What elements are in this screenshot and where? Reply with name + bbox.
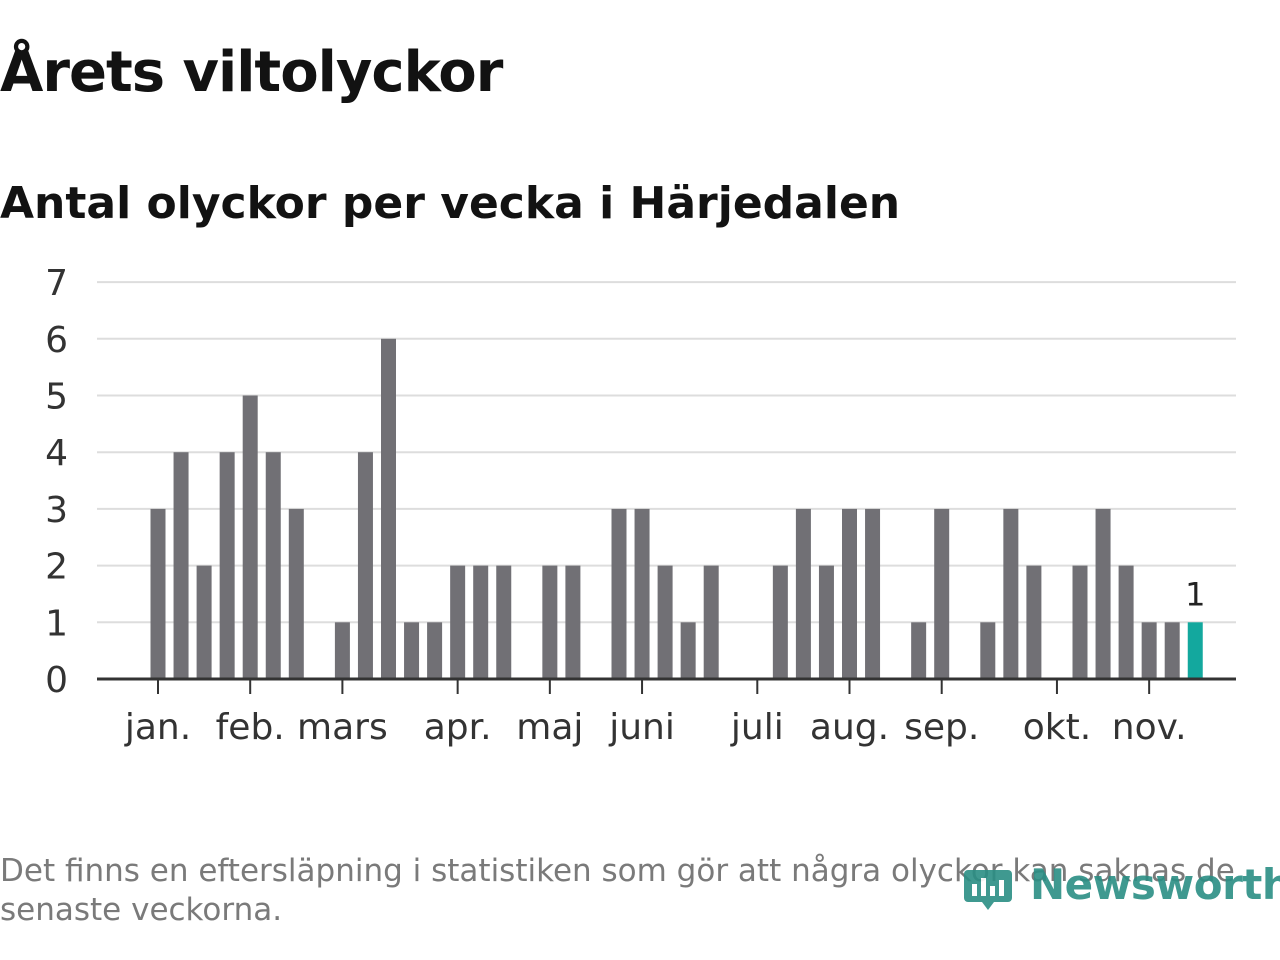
bar	[473, 565, 489, 679]
highlight-bar	[1187, 622, 1203, 679]
bar	[150, 508, 166, 679]
bar	[1118, 565, 1134, 679]
x-tick-label: mars	[297, 707, 388, 748]
bar	[657, 565, 673, 679]
footnote: Det finns en eftersläpning i statistiken…	[0, 853, 1235, 928]
bar	[1141, 622, 1157, 679]
bar	[1164, 622, 1180, 679]
bar	[173, 452, 189, 679]
chart-title: Årets viltolyckor	[0, 40, 503, 105]
bar	[357, 452, 373, 679]
bar	[842, 508, 857, 679]
bar	[611, 508, 627, 679]
bar	[242, 395, 258, 679]
bar	[634, 508, 650, 679]
y-tick-label: 1	[45, 603, 68, 644]
y-tick-label: 7	[45, 263, 68, 304]
x-tick-label: apr.	[424, 707, 492, 748]
x-tick-label: maj	[516, 707, 583, 748]
bar	[219, 452, 235, 679]
newsworthy-logo: Newsworthy	[962, 858, 1280, 910]
x-tick-label: aug.	[810, 707, 889, 748]
bar	[703, 565, 719, 679]
x-tick-label: feb.	[216, 707, 285, 748]
bar-chart: 1 0 1 2 3 4 5 6 7 jan. feb. mars apr. maj juni juli aug…	[45, 263, 1236, 748]
bar	[265, 452, 281, 679]
bar	[934, 508, 950, 679]
y-tick-label: 2	[45, 547, 68, 588]
bar	[772, 565, 788, 679]
bar	[1003, 508, 1019, 679]
x-tick-label: juni	[608, 707, 675, 748]
y-tick-label: 4	[45, 433, 68, 474]
y-tick-label: 6	[45, 320, 68, 361]
bar	[542, 565, 558, 679]
bar	[1095, 508, 1111, 679]
bar	[911, 622, 927, 679]
bar	[795, 508, 811, 679]
bar-chart-logo-icon	[964, 870, 1012, 910]
chart-subtitle: Antal olyckor per vecka i Härjedalen	[0, 178, 901, 229]
bar	[496, 565, 512, 679]
y-tick-label: 0	[45, 660, 68, 701]
x-tick-label: juli	[730, 707, 784, 748]
bar	[404, 622, 420, 679]
bar	[1072, 565, 1088, 679]
bar	[865, 508, 881, 679]
highlight-data-label: 1	[1185, 575, 1205, 613]
x-tick-label: nov.	[1112, 707, 1187, 748]
bar	[980, 622, 996, 679]
logo-text: Newsworthy	[1030, 859, 1280, 909]
bar	[334, 622, 350, 679]
bar	[196, 565, 212, 679]
bar	[680, 622, 696, 679]
x-tick-label: sep.	[904, 707, 979, 748]
x-tick-label: jan.	[124, 707, 191, 748]
bar	[427, 622, 443, 679]
bar	[565, 565, 581, 679]
x-tick-label: okt.	[1023, 707, 1091, 748]
y-tick-label: 3	[45, 490, 68, 531]
bar	[381, 338, 396, 679]
bar	[818, 565, 834, 679]
bar	[288, 508, 304, 679]
bar	[450, 565, 466, 679]
bar	[1026, 565, 1042, 679]
y-tick-label: 5	[45, 377, 68, 418]
